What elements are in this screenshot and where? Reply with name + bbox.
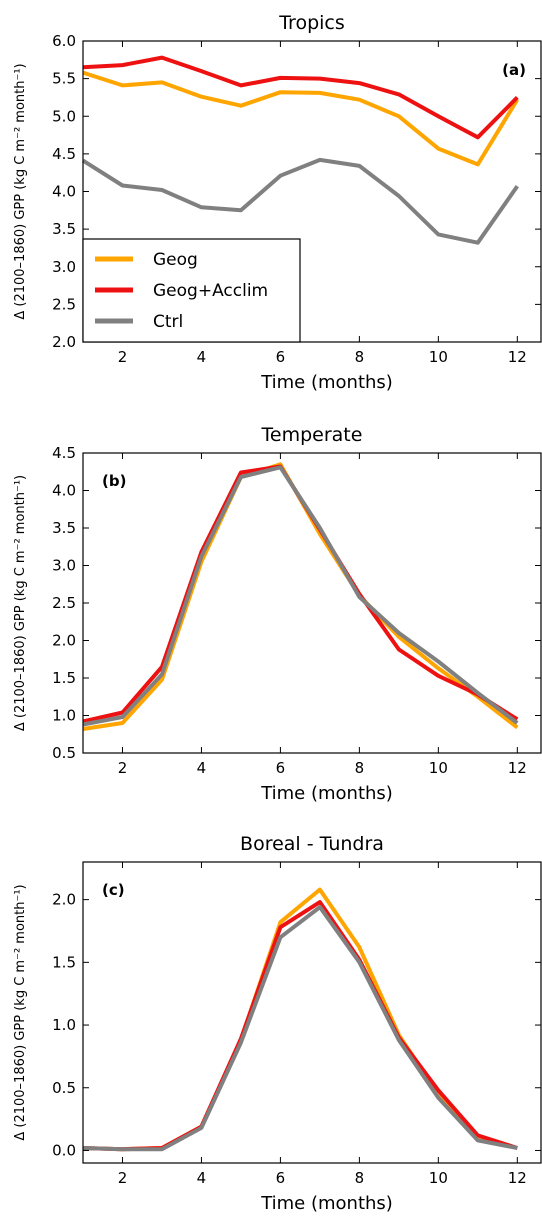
- chart-title: Boreal - Tundra: [240, 833, 384, 855]
- chart-title: Temperate: [261, 424, 363, 446]
- chart-title: Tropics: [278, 12, 345, 34]
- chart-panel-1: Tropics 2 4 6 8 10 12 2.0 2.5 3.0 3.5 4.0 4.5 5.0 5.5 6…: [13, 12, 542, 393]
- series-line-ctrl: [81, 157, 519, 245]
- x-tick-label: 2: [118, 348, 128, 366]
- y-tick-label: 2.5: [52, 295, 76, 313]
- y-tick-label: 1.0: [52, 707, 76, 725]
- y-tick-label: 5.5: [52, 70, 76, 88]
- y-tick-label: 3.5: [52, 220, 76, 238]
- x-tick-label: 10: [429, 759, 448, 777]
- x-tick-label: 8: [355, 348, 365, 366]
- series-line-geog: [82, 70, 520, 167]
- plot-frame: [82, 452, 542, 754]
- y-tick-label: 3.0: [52, 258, 76, 276]
- x-tick-label: 12: [508, 759, 527, 777]
- x-tick-label: 8: [355, 1169, 365, 1187]
- x-tick-label: 4: [197, 1169, 207, 1187]
- panel-label: (a): [502, 61, 526, 79]
- panel-label: (c): [102, 881, 125, 899]
- series-line-ctrl: [82, 905, 518, 1152]
- y-tick-label: 6.0: [52, 32, 76, 50]
- x-tick-label: 10: [429, 1169, 448, 1187]
- x-tick-label: 6: [276, 1169, 286, 1187]
- legend-label: Geog: [153, 250, 198, 270]
- y-tick-label: 4.0: [52, 183, 76, 201]
- series-line-geog-acclim: [82, 464, 519, 724]
- x-tick-label: 2: [118, 1169, 128, 1187]
- x-tick-label: 4: [197, 759, 207, 777]
- y-tick-label: 1.5: [52, 669, 76, 687]
- x-tick-label: 12: [508, 348, 527, 366]
- y-tick-label: 2.5: [52, 594, 76, 612]
- x-tick-label: 2: [118, 759, 128, 777]
- y-tick-label: 0.5: [52, 744, 76, 762]
- legend-label: Ctrl: [153, 312, 183, 332]
- y-tick-label: 2.0: [52, 891, 76, 909]
- x-tick-label: 12: [508, 1169, 527, 1187]
- y-tick-label: 3.5: [52, 519, 76, 537]
- x-tick-label: 8: [355, 759, 365, 777]
- x-tick-label: 10: [429, 348, 448, 366]
- y-tick-label: 4.5: [52, 444, 76, 462]
- x-axis-label: Time (months): [260, 1193, 393, 1214]
- chart-panel-3: Boreal - Tundra 2 4 6 8 10 12 0.0 0.5 1.0 1.5 2.0 Ti…: [13, 833, 542, 1214]
- x-axis-label: Time (months): [260, 372, 393, 393]
- panel-label: (b): [102, 472, 126, 490]
- y-tick-label: 5.0: [52, 107, 76, 125]
- y-tick-label: 0.5: [52, 1079, 76, 1097]
- y-tick-label: 1.0: [52, 1016, 76, 1034]
- x-tick-label: 6: [276, 759, 286, 777]
- y-axis-label: Δ (2100–1860) GPP (kg C m⁻² month⁻¹): [13, 475, 28, 731]
- y-tick-label: 4.5: [52, 145, 76, 163]
- y-tick-label: 1.5: [52, 953, 76, 971]
- x-tick-label: 4: [197, 348, 207, 366]
- y-tick-label: 4.0: [52, 482, 76, 500]
- x-axis-label: Time (months): [260, 783, 393, 804]
- x-tick-label: 6: [276, 348, 286, 366]
- y-axis-label: Δ (2100–1860) GPP (kg C m⁻² month⁻¹): [13, 63, 28, 319]
- y-tick-label: 3.0: [52, 557, 76, 575]
- legend-label: Geog+Acclim: [153, 281, 268, 301]
- series-line-ctrl: [82, 465, 519, 727]
- y-tick-label: 0.0: [52, 1141, 76, 1159]
- y-tick-label: 2.0: [52, 333, 76, 351]
- series-line-geog-acclim: [82, 55, 519, 140]
- chart-panel-2: Temperate 2 4 6 8 10 12 0.5 1.0 1.5 2.0 2.5 3.0 3.5 4.…: [13, 424, 542, 804]
- y-axis-label: Δ (2100–1860) GPP (kg C m⁻² month⁻¹): [13, 884, 28, 1140]
- plot-frame: [82, 861, 542, 1164]
- legend: Geog Geog+Acclim Ctrl: [82, 238, 301, 343]
- y-tick-label: 2.0: [52, 632, 76, 650]
